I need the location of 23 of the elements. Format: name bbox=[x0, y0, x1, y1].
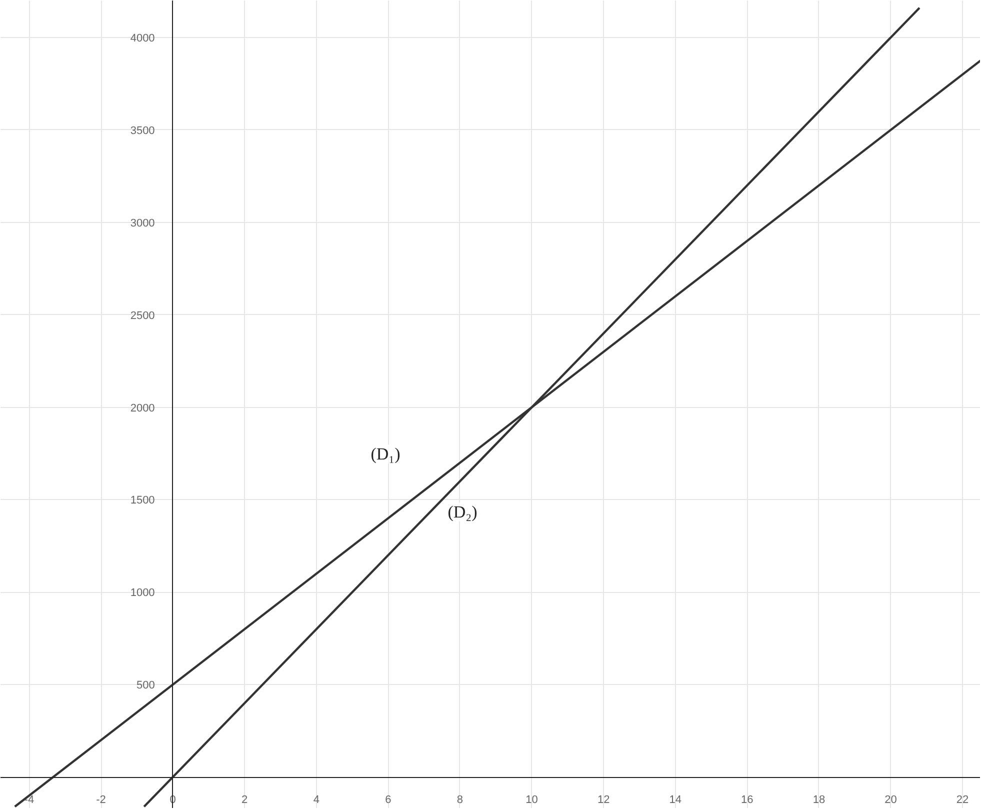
y-tick-label: 4000 bbox=[130, 32, 155, 44]
y-tick-label: 1500 bbox=[130, 494, 155, 507]
x-tick-label: 18 bbox=[812, 794, 826, 806]
x-tick-label: 22 bbox=[956, 794, 969, 806]
x-tick-label: 8 bbox=[456, 794, 464, 806]
x-tick-label: 12 bbox=[597, 794, 610, 806]
x-tick-label: 10 bbox=[526, 794, 538, 806]
x-tick-label: 2 bbox=[242, 794, 248, 806]
x-tick-label: 4 bbox=[313, 794, 320, 806]
x-tick-label: 6 bbox=[385, 794, 392, 806]
annotation: (D₁) bbox=[370, 444, 400, 464]
x-tick-label: -4 bbox=[24, 794, 34, 806]
x-tick-label: -2 bbox=[96, 794, 106, 806]
annotation: (D₂) bbox=[448, 502, 478, 522]
y-tick-label: 500 bbox=[136, 680, 155, 692]
y-tick-label: 3000 bbox=[130, 217, 155, 230]
y-tick-label: 2500 bbox=[130, 310, 155, 322]
y-tick-label: 3500 bbox=[130, 124, 155, 137]
x-tick-label: 14 bbox=[669, 794, 682, 806]
y-tick-label: 2000 bbox=[130, 402, 155, 414]
y-tick-label: 1000 bbox=[130, 587, 155, 600]
x-tick-label: 16 bbox=[741, 794, 754, 806]
x-tick-label: 20 bbox=[884, 794, 897, 806]
